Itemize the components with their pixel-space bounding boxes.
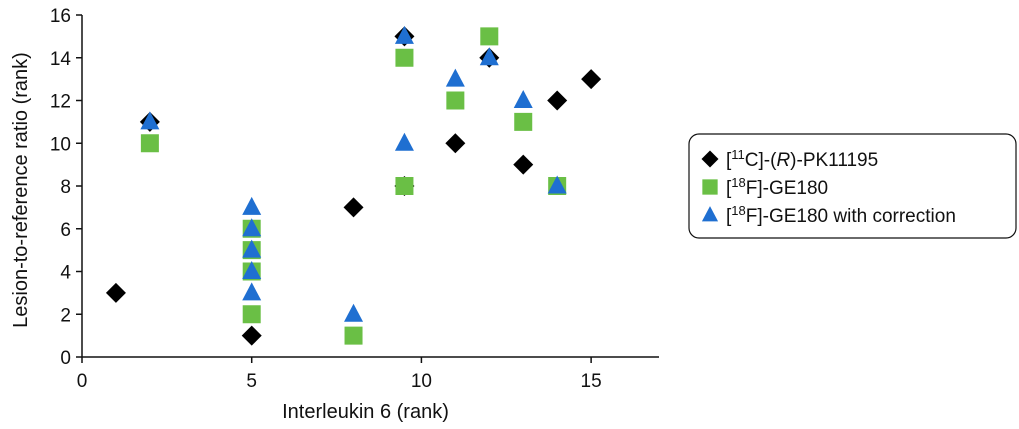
y-tick-label: 8 (60, 177, 71, 198)
point-square-series-1 (140, 134, 159, 153)
point-triangle-series-2 (547, 175, 567, 194)
point-diamond-series-0 (241, 325, 262, 346)
legend-entry-label: [18F]-GE180 with correction (726, 203, 956, 227)
y-tick-label: 10 (50, 134, 71, 155)
point-square-series-1 (242, 305, 261, 324)
ticks: 0 2 4 6 8 10 12 14 16 0 5 10 15 (50, 6, 602, 392)
point-triangle-series-2 (242, 282, 262, 301)
point-triangle-series-2 (479, 47, 499, 66)
x-tick-label: 0 (77, 371, 88, 392)
legend-entry-label: [11C]-(R)-PK11195 (726, 147, 878, 171)
point-square-series-1 (514, 112, 533, 131)
legend-marker-square (702, 179, 718, 195)
point-diamond-series-0 (105, 282, 126, 303)
axes (81, 15, 659, 358)
legend-entry-label: [18F]-GE180 (726, 175, 828, 199)
y-axis-title: Lesion-to-reference ratio (rank) (10, 52, 32, 328)
legend-box (688, 133, 1017, 239)
point-square-series-1 (446, 91, 465, 110)
point-diamond-series-0 (513, 154, 534, 175)
y-tick-label: 2 (60, 305, 71, 326)
point-diamond-series-0 (343, 197, 364, 218)
point-triangle-series-2 (394, 132, 414, 151)
point-triangle-series-2 (242, 218, 262, 237)
point-diamond-series-0 (581, 69, 602, 90)
point-triangle-series-2 (344, 303, 364, 322)
point-triangle-series-2 (140, 111, 160, 130)
point-diamond-series-0 (445, 133, 466, 154)
x-tick-label: 10 (411, 371, 432, 392)
y-tick-label: 0 (60, 348, 71, 369)
point-square-series-1 (395, 48, 414, 67)
x-tick-label: 5 (246, 371, 257, 392)
legend-marker-triangle (701, 206, 719, 222)
point-triangle-series-2 (242, 261, 262, 279)
point-diamond-series-0 (547, 90, 568, 111)
y-tick-label: 16 (50, 6, 71, 27)
point-square-series-1 (480, 27, 499, 46)
legend-marker-diamond (701, 150, 719, 168)
point-square-series-1 (344, 326, 363, 345)
x-axis-title: Interleukin 6 (rank) (282, 401, 449, 423)
x-tick-label: 15 (581, 371, 602, 392)
data-points (105, 25, 602, 346)
y-tick-label: 4 (60, 263, 71, 284)
point-triangle-series-2 (242, 196, 262, 215)
y-tick-label: 12 (50, 92, 71, 113)
legend: [11C]-(R)-PK11195 [18F]-GE180 [18F]-GE180 … (688, 133, 1017, 239)
y-tick-label: 14 (50, 49, 72, 70)
y-tick-label: 6 (60, 220, 71, 241)
point-triangle-series-2 (242, 239, 262, 258)
point-triangle-series-2 (513, 90, 533, 108)
point-square-series-1 (395, 177, 414, 195)
point-triangle-series-2 (445, 68, 465, 87)
point-triangle-series-2 (394, 25, 414, 44)
